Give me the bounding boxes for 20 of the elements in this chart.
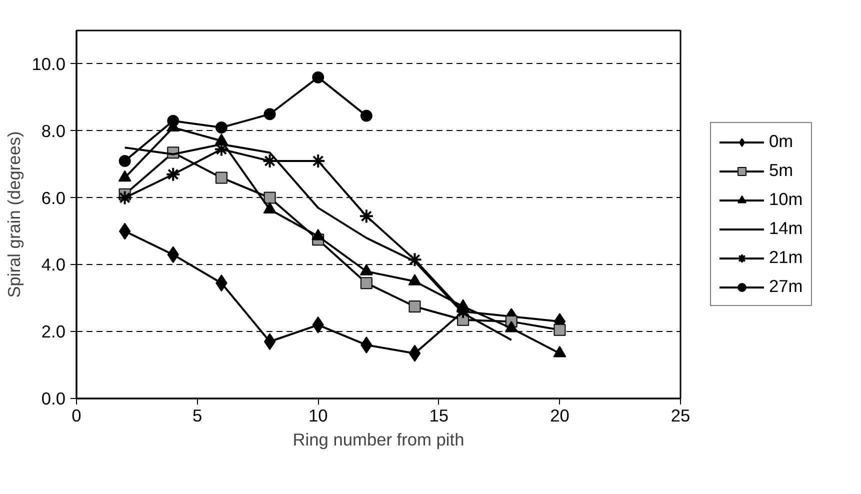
x-axis-title: Ring number from pith [292,430,464,450]
legend-label: 5m [769,160,794,181]
y-tick-label: 4.0 [41,254,66,275]
x-tick-label: 15 [429,406,449,426]
x-tick-label: 25 [670,406,690,426]
x-tick-label: 20 [550,406,570,426]
legend-label: 21m [769,247,803,268]
legend-label: 14m [769,218,803,239]
legend-label: 0m [769,131,794,152]
y-tick-label: 10.0 [32,54,66,74]
y-tick-label: 8.0 [41,120,66,141]
x-tick-label: 5 [192,406,202,426]
y-tick-label: 0.0 [41,388,66,408]
y-tick-label: 2.0 [41,322,66,342]
y-tick-label: 6.0 [41,188,66,208]
legend-label: 27m [769,276,803,297]
y-axis-title: Spiral grain (degrees) [4,131,24,298]
x-tick-label: 10 [308,406,328,426]
x-tick-label: 0 [72,406,82,426]
legend-label: 10m [769,189,803,210]
